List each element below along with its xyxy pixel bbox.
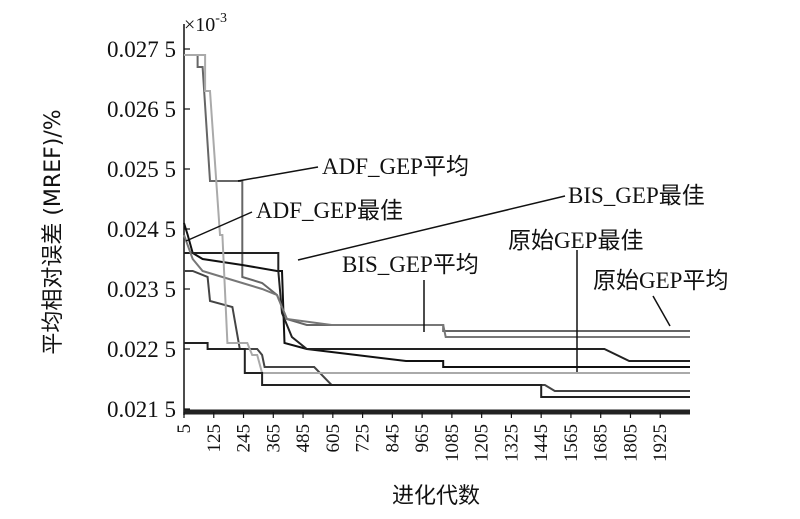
x-tick-label: 125 [204,424,225,453]
series-line-7 [184,342,690,398]
x-tick-label: 845 [382,424,403,453]
series-line-3 [184,252,690,362]
y-axis-label: 平均相对误差 (MREF)/% [41,109,66,354]
y-tick-label: 0.027 5 [107,37,176,62]
x-tick-label: 1085 [442,424,463,462]
annotation-leader [297,195,566,261]
x-tick-label: 365 [263,424,284,453]
annotation-leader [652,295,671,327]
annotation-label: ADF_GEP平均 [322,154,469,179]
series-line-2 [183,222,690,368]
annotation-label: BIS_GEP最佳 [568,183,705,208]
annotation-leader [185,211,253,242]
x-tick-label: 1445 [531,424,552,462]
y-exponent: ×10-3 [184,11,227,36]
y-tick-label: 0.024 5 [107,217,176,242]
x-tick-label: 1205 [472,424,493,462]
axes: 0.021 5 0.022 5 0.023 5 0.024 5 0.025 5 0.026… [107,24,690,462]
y-tick-label: 0.022 5 [107,337,176,362]
x-tick-label: 485 [293,424,314,453]
y-tick-label: 0.026 5 [107,97,176,122]
series-lines [183,54,690,398]
annotation-label: 原始GEP平均 [593,268,728,293]
annotation-label: ADF_GEP最佳 [256,198,403,223]
x-tick-label: 1925 [650,424,671,462]
x-tick-label: 1685 [591,424,612,462]
x-tick-label: 725 [353,424,374,453]
x-tick-label: 605 [323,424,344,453]
x-tick-label: 1805 [620,424,641,462]
x-tick-label: 965 [412,424,433,453]
x-axis-label: 进化代数 [392,484,480,509]
x-tick-label: 5 [174,424,195,434]
y-tick-label: 0.025 5 [107,157,176,182]
x-tick-label: 1325 [501,424,522,462]
series-line-4 [183,234,690,338]
y-tick-label: 0.023 5 [107,277,176,302]
annotation-label: BIS_GEP平均 [342,252,479,277]
x-tick-label: 1565 [561,424,582,462]
x-tick-label: 245 [234,424,255,453]
annotation-leader [237,166,319,182]
series-line-6 [184,54,690,374]
annotation-label: 原始GEP最佳 [508,228,643,253]
y-tick-label: 0.021 5 [107,397,176,422]
series-line-5 [184,270,690,392]
